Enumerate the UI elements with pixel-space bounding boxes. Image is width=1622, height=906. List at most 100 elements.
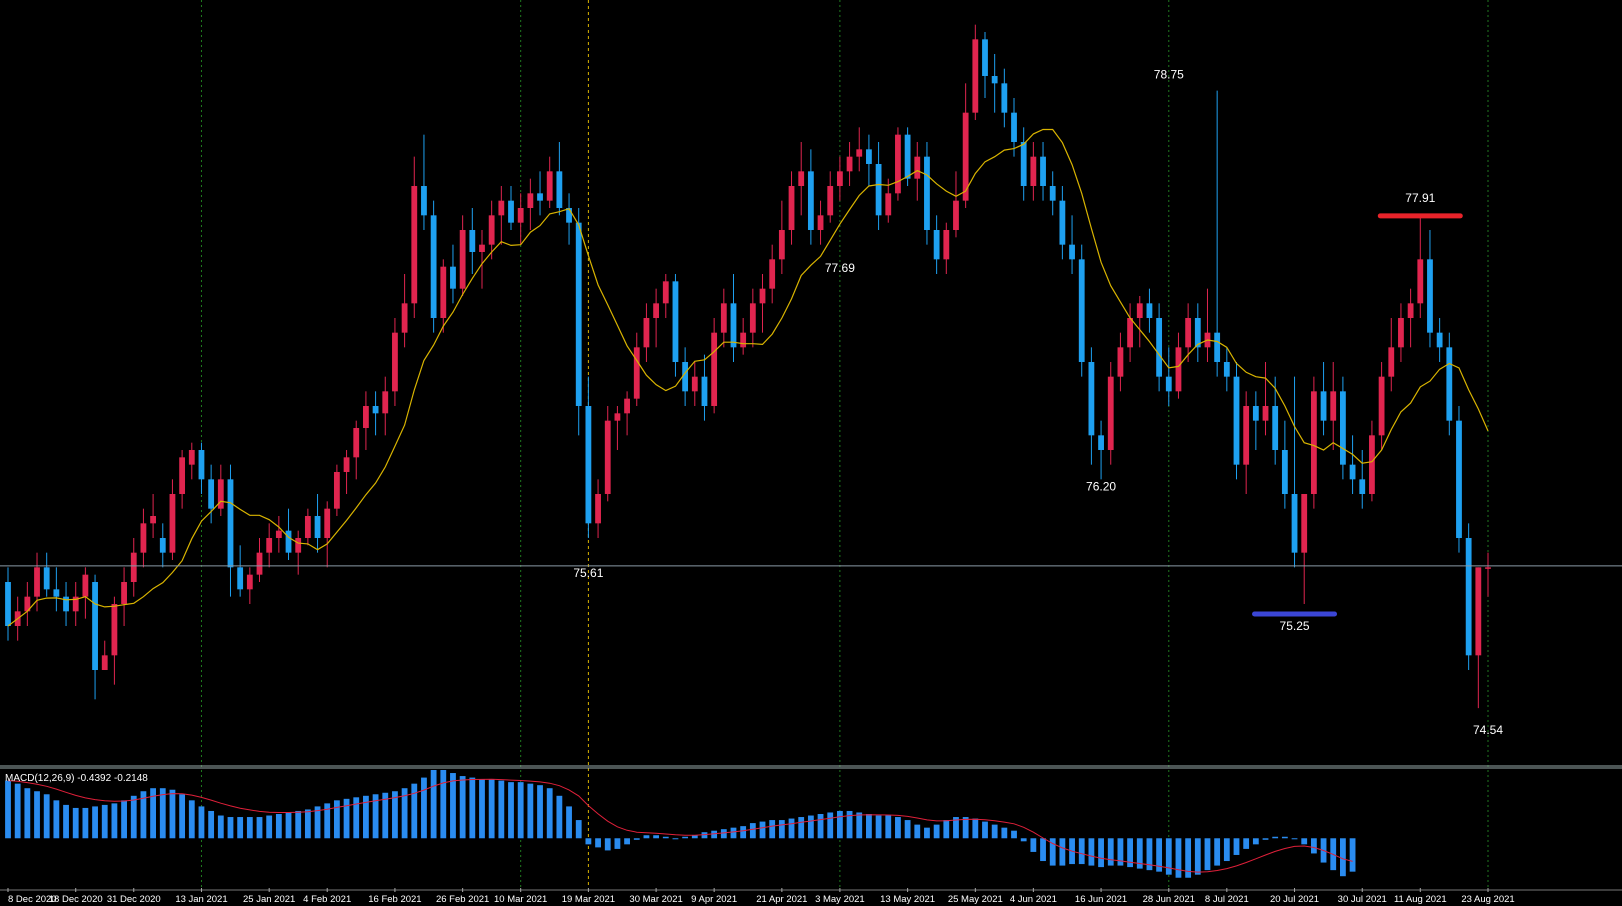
candle-body xyxy=(246,574,253,590)
x-axis-tick-label: 25 Jan 2021 xyxy=(243,894,295,905)
candle-body xyxy=(314,516,321,538)
macd-bar xyxy=(749,823,756,839)
macd-bar xyxy=(788,818,795,839)
candlestick-series xyxy=(5,24,1491,709)
candle-body xyxy=(895,134,901,194)
macd-bar xyxy=(5,780,11,839)
candle-body xyxy=(1272,406,1279,450)
macd-bar xyxy=(643,835,650,839)
candle-body xyxy=(421,186,427,216)
candle-body xyxy=(411,186,418,304)
x-axis-tick-label: 26 Feb 2021 xyxy=(436,894,489,905)
candle-body xyxy=(1040,156,1046,186)
macd-bar xyxy=(759,821,766,839)
macd-bar xyxy=(479,779,485,839)
macd-bar xyxy=(517,782,524,839)
macd-bar xyxy=(1243,838,1250,849)
candle-body xyxy=(1475,567,1482,656)
candle-body xyxy=(653,303,660,318)
macd-bar xyxy=(1214,838,1221,866)
macd-bar xyxy=(430,770,437,839)
macd-bar xyxy=(266,815,273,839)
candle-body xyxy=(72,596,79,612)
candle-body xyxy=(1214,332,1221,362)
macd-bar xyxy=(256,817,263,839)
candle-body xyxy=(866,149,872,164)
macd-bar xyxy=(217,815,224,839)
candle-body xyxy=(1262,406,1269,421)
price-annotation-label: 77.69 xyxy=(825,261,855,275)
macd-bar xyxy=(1001,827,1008,839)
macd-bar xyxy=(440,770,447,839)
moving-average-line xyxy=(7,128,1489,627)
macd-bar xyxy=(92,806,98,839)
macd-bar xyxy=(188,800,195,839)
candle-body xyxy=(1146,303,1153,318)
macd-bar xyxy=(101,804,108,839)
macd-indicator-label: MACD(12,26,9) -0.4392 -0.2148 xyxy=(5,773,148,784)
macd-bar xyxy=(972,818,979,839)
candle-body xyxy=(749,303,756,333)
candle-body xyxy=(111,604,118,656)
x-axis-tick-label: 20 Jul 2021 xyxy=(1270,894,1319,905)
candle-body xyxy=(1001,83,1008,113)
candle-body xyxy=(1320,391,1327,421)
macd-bar xyxy=(885,815,892,839)
candle-body xyxy=(401,303,408,333)
candle-body xyxy=(982,39,988,76)
price-annotation-label: 74.54 xyxy=(1473,723,1503,737)
candle-body xyxy=(1417,259,1424,304)
macd-bar xyxy=(459,776,466,839)
macd-bar xyxy=(159,788,166,839)
x-axis-tick-label: 8 Jul 2021 xyxy=(1205,894,1249,905)
candle-body xyxy=(924,156,930,230)
candle-body xyxy=(353,428,360,458)
candle-body xyxy=(1156,318,1163,377)
macd-bar xyxy=(943,820,950,839)
candle-body xyxy=(392,332,398,392)
macd-bar xyxy=(836,810,843,839)
macd-bar xyxy=(807,815,814,839)
macd-bar xyxy=(953,817,959,839)
candle-body xyxy=(459,230,466,289)
candle-body xyxy=(546,171,553,201)
x-axis-tick-label: 9 Apr 2021 xyxy=(691,894,737,905)
macd-bar xyxy=(1030,838,1037,852)
price-annotation-label: 75.61 xyxy=(573,566,603,580)
candle-body xyxy=(285,530,292,553)
macd-bar xyxy=(866,814,872,839)
macd-bar xyxy=(1136,838,1143,869)
candle-body xyxy=(633,347,640,399)
candle-body xyxy=(701,376,708,406)
macd-bar xyxy=(633,838,640,840)
macd-bar xyxy=(130,795,137,839)
candle-body xyxy=(227,479,234,568)
candle-body xyxy=(1340,391,1346,465)
macd-bar xyxy=(1146,838,1153,871)
macd-signal-path xyxy=(7,778,1353,873)
macd-bar xyxy=(179,794,186,839)
candle-body xyxy=(1243,406,1250,465)
candle-body xyxy=(991,76,998,84)
macd-bar xyxy=(566,806,572,839)
macd-bar xyxy=(1165,838,1172,875)
candle-body xyxy=(643,318,650,348)
candle-body xyxy=(1059,200,1066,245)
macd-bar xyxy=(140,791,147,839)
candle-body xyxy=(508,200,514,223)
pane-separator xyxy=(0,765,1622,769)
candle-body xyxy=(720,303,727,333)
price-annotation-label: 76.20 xyxy=(1086,480,1116,494)
macd-bar xyxy=(111,803,118,839)
macd-bar xyxy=(527,783,534,839)
macd-bar xyxy=(730,827,737,839)
macd-bar xyxy=(740,826,747,839)
candle-body xyxy=(440,266,447,318)
macd-bar xyxy=(295,810,302,839)
macd-bar xyxy=(43,794,50,839)
macd-bar xyxy=(1194,838,1201,875)
macd-bar xyxy=(34,791,40,839)
candle-body xyxy=(1049,186,1056,201)
candle-body xyxy=(566,208,572,223)
candle-body xyxy=(1078,259,1085,362)
